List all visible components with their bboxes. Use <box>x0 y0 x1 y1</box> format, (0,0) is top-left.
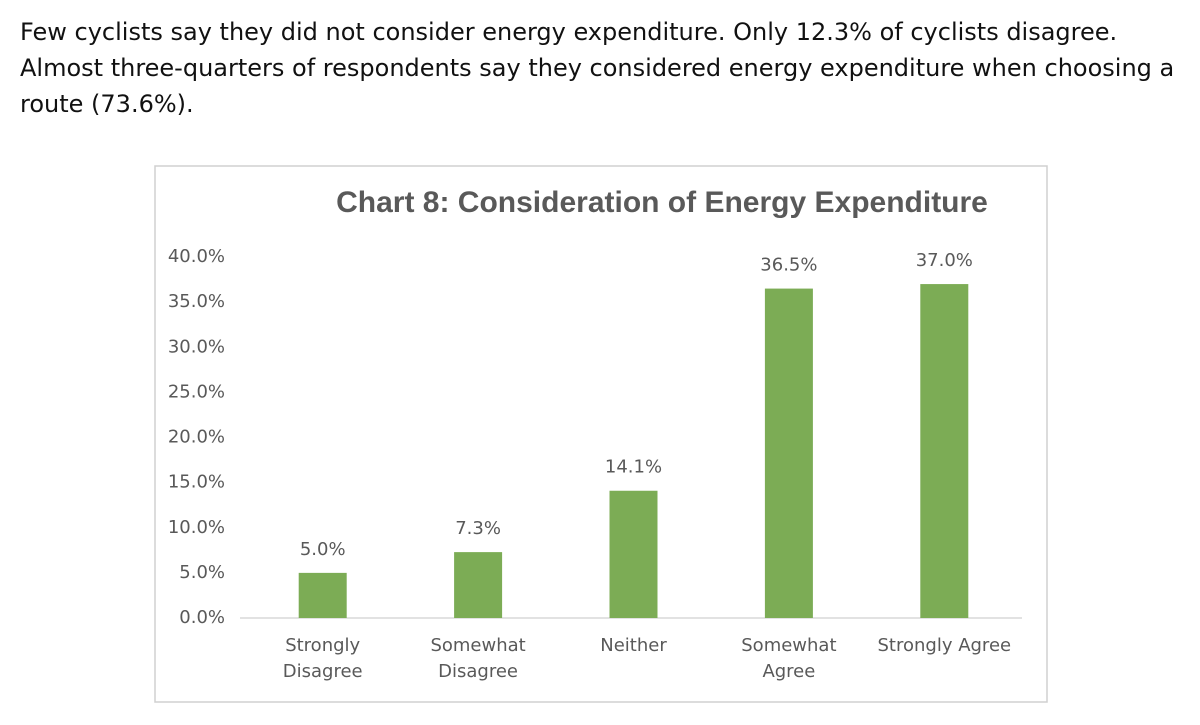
data-label: 37.0% <box>916 250 973 271</box>
x-tick-label-box: Strongly Disagree <box>282 635 363 682</box>
y-tick-label: 10.0% <box>168 517 225 538</box>
x-tick-label: Somewhat Agree <box>741 635 837 682</box>
bar <box>609 490 658 618</box>
y-tick-label: 20.0% <box>168 427 225 448</box>
y-tick-label: 25.0% <box>168 381 225 402</box>
x-tick-label-box: Somewhat Agree <box>741 635 837 682</box>
x-tick-label: Neither <box>600 635 667 656</box>
x-tick-label: Somewhat Disagree <box>430 635 526 682</box>
bar <box>454 552 503 618</box>
x-tick-label-box: Strongly Agree <box>877 635 1012 656</box>
bar <box>298 572 347 618</box>
x-tick-label: Strongly Agree <box>877 635 1012 656</box>
x-tick-label: Strongly Disagree <box>282 635 363 682</box>
y-tick-label: 30.0% <box>168 336 225 357</box>
chart-title: Chart 8: Consideration of Energy Expendi… <box>336 186 988 219</box>
paragraph: Few cyclists say they did not consider e… <box>20 18 1175 118</box>
x-tick-label-box: Neither <box>600 635 667 656</box>
y-tick-label: 40.0% <box>168 246 225 267</box>
data-label: 5.0% <box>300 539 346 560</box>
bar <box>920 284 969 618</box>
y-tick-label: 5.0% <box>179 562 225 583</box>
data-label: 36.5% <box>760 255 817 276</box>
bar <box>764 288 813 618</box>
data-label: 7.3% <box>455 518 501 539</box>
x-tick-label-box: Somewhat Disagree <box>430 635 526 682</box>
y-tick-label: 15.0% <box>168 472 225 493</box>
y-tick-label: 35.0% <box>168 291 225 312</box>
y-tick-label: 0.0% <box>179 607 225 628</box>
data-label: 14.1% <box>605 457 662 478</box>
chart-frame <box>154 165 1048 703</box>
